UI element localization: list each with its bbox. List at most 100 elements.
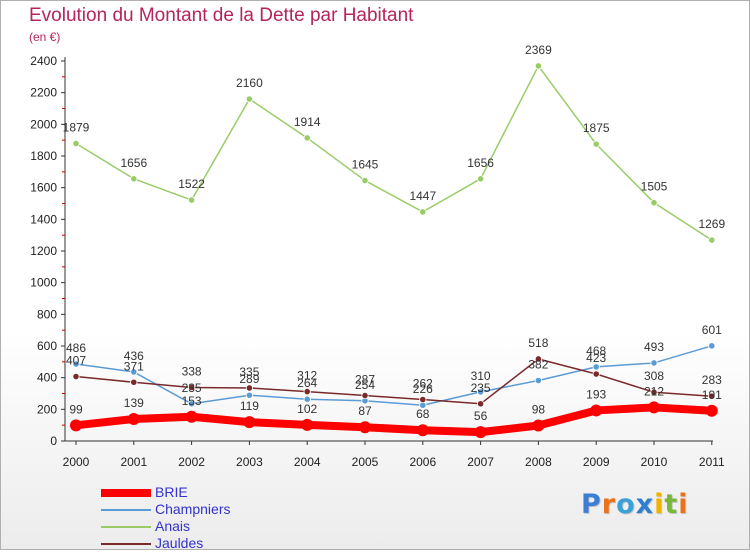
data-point-brie (127, 412, 140, 425)
y-tick-label: 200 (37, 402, 57, 416)
y-tick-label: 1400 (30, 212, 57, 226)
data-label-anais: 2160 (236, 76, 263, 90)
data-point-champniers (534, 376, 543, 385)
series-line-anais (75, 65, 713, 241)
data-label-champniers: 254 (355, 378, 375, 392)
data-point-jauldes (361, 391, 369, 400)
data-label-jauldes: 283 (702, 373, 722, 387)
data-point-brie (648, 401, 660, 414)
data-point-jauldes (592, 370, 600, 378)
data-point-anais (361, 176, 369, 185)
y-tick-label: 400 (37, 371, 57, 385)
data-labels: 1879 1656 1522 2160 1914 1645 1447 1656 2369 1875… (63, 43, 726, 423)
y-tick-label: 600 (37, 339, 57, 353)
y-tick-label: 1600 (30, 181, 57, 195)
data-point-jauldes (708, 392, 716, 400)
data-point-brie (705, 404, 718, 417)
data-point-brie (70, 419, 82, 432)
x-tick-label: 2003 (236, 455, 263, 469)
data-point-anais (592, 140, 600, 148)
data-point-jauldes (534, 355, 543, 363)
x-tick-label: 2002 (178, 455, 205, 469)
data-label-anais: 1645 (352, 158, 379, 172)
x-tick-label: 2010 (641, 455, 668, 469)
data-label-jauldes: 287 (355, 373, 375, 387)
data-label-anais: 1505 (641, 180, 668, 194)
data-point-jauldes (476, 400, 485, 408)
data-label-brie: 153 (182, 394, 202, 408)
legend-swatch (101, 489, 151, 497)
x-tick-label: 2005 (352, 455, 379, 469)
legend-label: Champniers (155, 501, 231, 517)
data-label-champniers: 226 (413, 382, 433, 396)
data-point-brie (359, 421, 371, 434)
data-point-jauldes (72, 372, 80, 381)
data-label-brie: 56 (474, 409, 488, 423)
legend-item-jauldes: Jauldes (101, 535, 341, 552)
data-point-anais (708, 236, 716, 244)
data-point-brie (243, 416, 256, 429)
axes: 0 200 400 600 800 1000 1200 1400 1600 1800 2000 220… (30, 54, 725, 469)
data-point-champniers (245, 391, 253, 399)
data-label-jauldes: 518 (528, 336, 548, 350)
data-point-brie (590, 404, 603, 417)
data-label-anais: 1875 (583, 121, 610, 135)
x-tick-label: 2001 (120, 455, 147, 469)
data-label-champniers: 601 (702, 323, 722, 337)
data-label-brie: 191 (702, 388, 722, 402)
data-point-anais (303, 134, 311, 142)
data-point-brie (474, 426, 487, 439)
data-label-anais: 1522 (178, 177, 205, 191)
data-label-jauldes: 308 (644, 369, 664, 383)
data-point-champniers (303, 395, 311, 403)
legend-item-brie: BRIE (101, 484, 341, 501)
data-label-brie: 99 (69, 402, 83, 416)
chart-title: Evolution du Montant de la Dette par Hab… (29, 5, 414, 26)
data-label-anais: 2369 (525, 43, 552, 57)
x-tick-label: 2000 (63, 455, 90, 469)
data-label-brie: 119 (240, 399, 259, 413)
y-tick-label: 2200 (30, 86, 57, 100)
x-tick-label: 2004 (294, 455, 321, 469)
data-label-anais: 1447 (409, 189, 436, 203)
data-point-brie (185, 410, 198, 423)
x-tick-label: 2009 (583, 455, 610, 469)
chart-subtitle: (en €) (29, 30, 61, 44)
data-label-jauldes: 407 (66, 354, 86, 368)
y-tick-label: 800 (37, 307, 57, 321)
data-label-brie: 87 (358, 404, 372, 418)
data-label-anais: 1914 (294, 115, 321, 129)
data-label-jauldes: 423 (586, 351, 606, 365)
legend-item-anais: Anais (101, 518, 341, 535)
legend-swatch (101, 509, 151, 511)
x-tick-label: 2008 (525, 455, 552, 469)
data-label-champniers: 468 (586, 344, 606, 358)
data-label-champniers: 264 (297, 376, 317, 390)
data-point-brie (532, 419, 545, 432)
data-label-champniers: 310 (471, 369, 491, 383)
data-point-jauldes (188, 383, 196, 392)
data-label-anais: 1656 (467, 156, 494, 170)
data-label-jauldes: 235 (471, 381, 491, 395)
data-label-brie: 212 (644, 384, 664, 398)
y-tick-label: 0 (50, 434, 57, 448)
legend-swatch (101, 543, 151, 545)
legend-label: Anais (155, 518, 191, 534)
data-label-jauldes: 338 (182, 364, 202, 378)
series-layer (70, 62, 718, 439)
data-label-champniers: 493 (644, 340, 664, 354)
data-point-anais (534, 62, 543, 70)
data-label-champniers: 382 (528, 358, 548, 372)
data-point-anais (419, 208, 427, 216)
data-point-anais (476, 175, 485, 183)
x-tick-label: 2006 (409, 455, 436, 469)
data-label-brie: 98 (532, 402, 546, 416)
proxiti-logo: Proxiti (581, 489, 689, 520)
legend-item-champniers: Champniers (101, 501, 341, 518)
data-point-anais (188, 196, 196, 204)
data-label-champniers: 289 (239, 372, 259, 386)
series-line-champniers (75, 345, 713, 406)
y-tick-label: 2000 (30, 117, 57, 131)
data-label-jauldes: 262 (413, 377, 433, 391)
